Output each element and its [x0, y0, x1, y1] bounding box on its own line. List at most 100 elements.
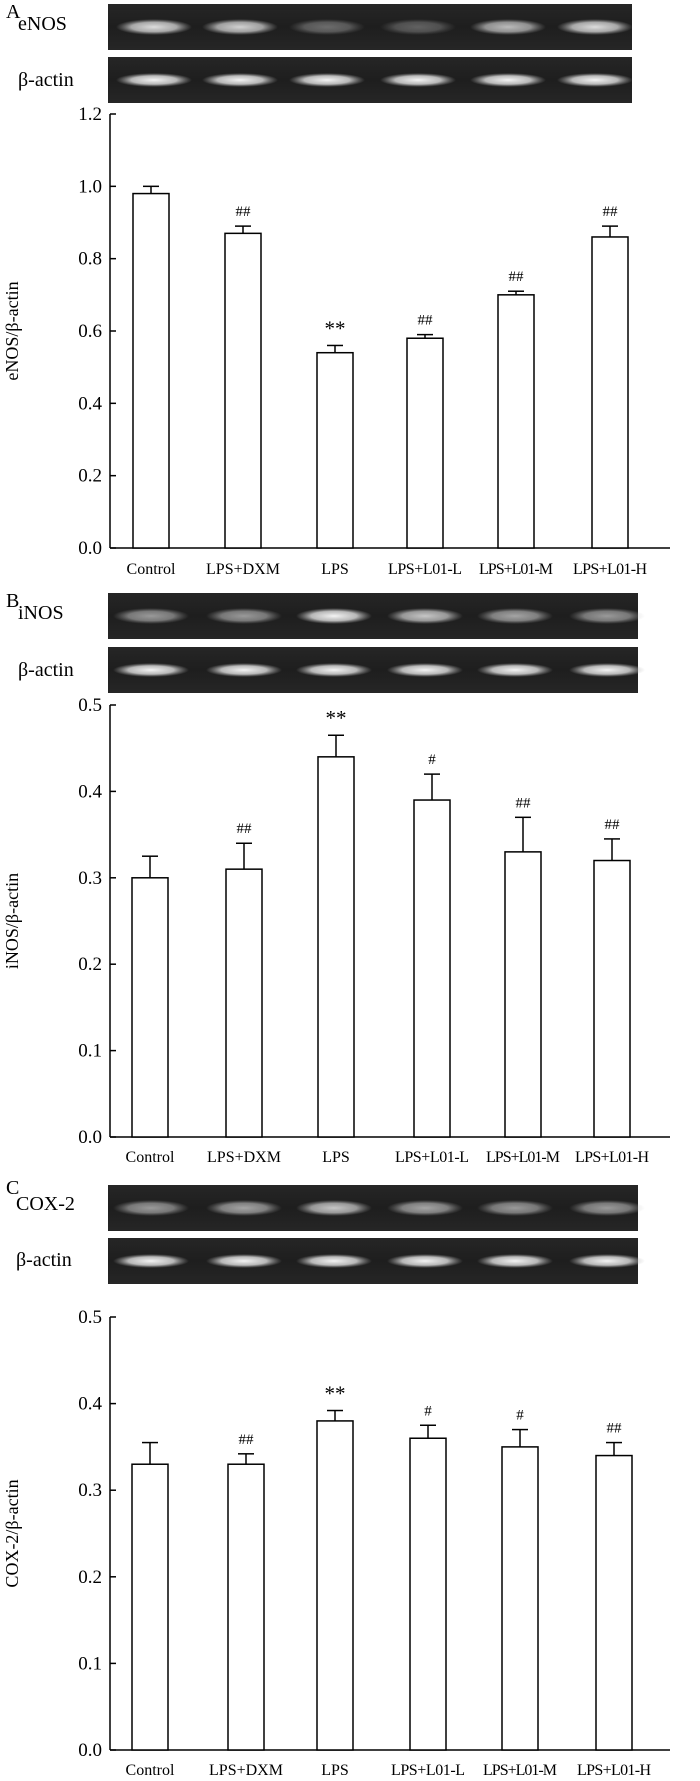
bar [224, 232, 262, 549]
category-label: LPS+DXM [206, 561, 280, 578]
category-label: LPS+L01-H [575, 1149, 649, 1166]
significance-label: # [424, 1403, 432, 1419]
bar [131, 877, 169, 1138]
gel-band [387, 1200, 463, 1216]
significance-label: ## [237, 821, 253, 837]
bar [497, 294, 535, 549]
panel-letter: A [6, 1, 21, 23]
bar [593, 859, 631, 1138]
gel-band [206, 1254, 282, 1268]
significance-label: ** [325, 1382, 346, 1406]
gel-strip--actin [108, 647, 645, 693]
gel-band [296, 1200, 372, 1216]
y-axis-label: eNOS/β-actin [2, 281, 22, 380]
bar [501, 1446, 539, 1751]
gel-band [387, 608, 463, 624]
gel-label: eNOS [18, 13, 67, 35]
gel-band [477, 663, 553, 677]
category-label: Control [126, 1149, 175, 1166]
bar [409, 1437, 447, 1751]
gel-band [289, 19, 365, 35]
gel-band [569, 608, 645, 624]
gel-band [113, 1254, 189, 1268]
gel-label: β-actin [16, 1249, 72, 1271]
category-label: Control [127, 561, 176, 578]
y-axis-label: COX-2/β-actin [2, 1479, 22, 1587]
bar [225, 868, 263, 1138]
bar [591, 236, 629, 549]
gel-strip-enos [108, 4, 633, 50]
panel-letter: B [6, 590, 19, 612]
gel-band [387, 663, 463, 677]
gel-band [296, 1254, 372, 1268]
gel-band [113, 608, 189, 624]
significance-label: ## [236, 204, 252, 220]
category-label: LPS+L01-M [479, 561, 553, 578]
gel-band [477, 1200, 553, 1216]
y-tick-label: 0.8 [78, 249, 102, 270]
significance-label: ## [239, 1432, 255, 1448]
gel-band [477, 1254, 553, 1268]
bar [317, 756, 355, 1138]
y-tick-label: 0.5 [78, 695, 102, 716]
category-label: LPS+DXM [207, 1149, 281, 1166]
category-label: LPS+L01-L [388, 561, 462, 578]
y-tick-label: 0.3 [78, 1480, 102, 1501]
category-label: LPS+L01-L [395, 1149, 469, 1166]
gel-band [380, 73, 456, 87]
y-tick-label: 0.4 [78, 393, 102, 414]
gel-band [569, 1254, 645, 1268]
significance-label: ## [607, 1421, 623, 1437]
gel-band [387, 1254, 463, 1268]
category-label: LPS+L01-M [483, 1762, 557, 1779]
y-tick-label: 0.1 [78, 1653, 102, 1674]
gel-band [113, 1200, 189, 1216]
y-tick-label: 0.6 [78, 321, 102, 342]
category-label: LPS [321, 1762, 349, 1779]
gel-band [557, 19, 633, 35]
y-tick-label: 0.2 [78, 954, 102, 975]
gel-strip--actin [108, 1238, 645, 1284]
panel-letter: C [6, 1177, 19, 1199]
y-tick-label: 0.0 [78, 1127, 102, 1148]
gel-strip-cox-2 [108, 1185, 645, 1231]
gel-band [557, 73, 633, 87]
gel-band [206, 1200, 282, 1216]
gel-label: β-actin [18, 69, 74, 91]
bar [406, 337, 444, 549]
y-tick-label: 0.3 [78, 868, 102, 889]
gel-band [202, 73, 278, 87]
significance-label: # [516, 1408, 524, 1424]
gel-strip--actin [108, 57, 633, 103]
category-label: LPS+L01-H [577, 1762, 651, 1779]
bar [504, 851, 542, 1138]
y-tick-label: 0.2 [78, 466, 102, 487]
y-tick-label: 0.4 [78, 1394, 102, 1415]
gel-strip-inos [108, 593, 645, 639]
significance-label: ** [325, 316, 346, 340]
y-tick-label: 0.5 [78, 1307, 102, 1328]
y-axis-label: iNOS/β-actin [2, 873, 22, 969]
gel-band [206, 608, 282, 624]
category-label: LPS+L01-L [391, 1762, 465, 1779]
significance-label: ## [605, 817, 621, 833]
gel-band [569, 1200, 645, 1216]
significance-label: # [428, 752, 436, 768]
y-tick-label: 0.1 [78, 1041, 102, 1062]
gel-band [116, 73, 192, 87]
significance-label: ## [603, 204, 619, 220]
gel-label: β-actin [18, 659, 74, 681]
y-tick-label: 0.0 [78, 538, 102, 559]
gel-label: iNOS [18, 602, 64, 624]
bar [316, 351, 354, 549]
gel-band [206, 663, 282, 677]
gel-band [477, 608, 553, 624]
category-label: LPS [322, 1149, 350, 1166]
y-tick-label: 1.2 [78, 104, 102, 125]
y-tick-label: 0.0 [78, 1740, 102, 1761]
significance-label: ## [418, 313, 434, 329]
